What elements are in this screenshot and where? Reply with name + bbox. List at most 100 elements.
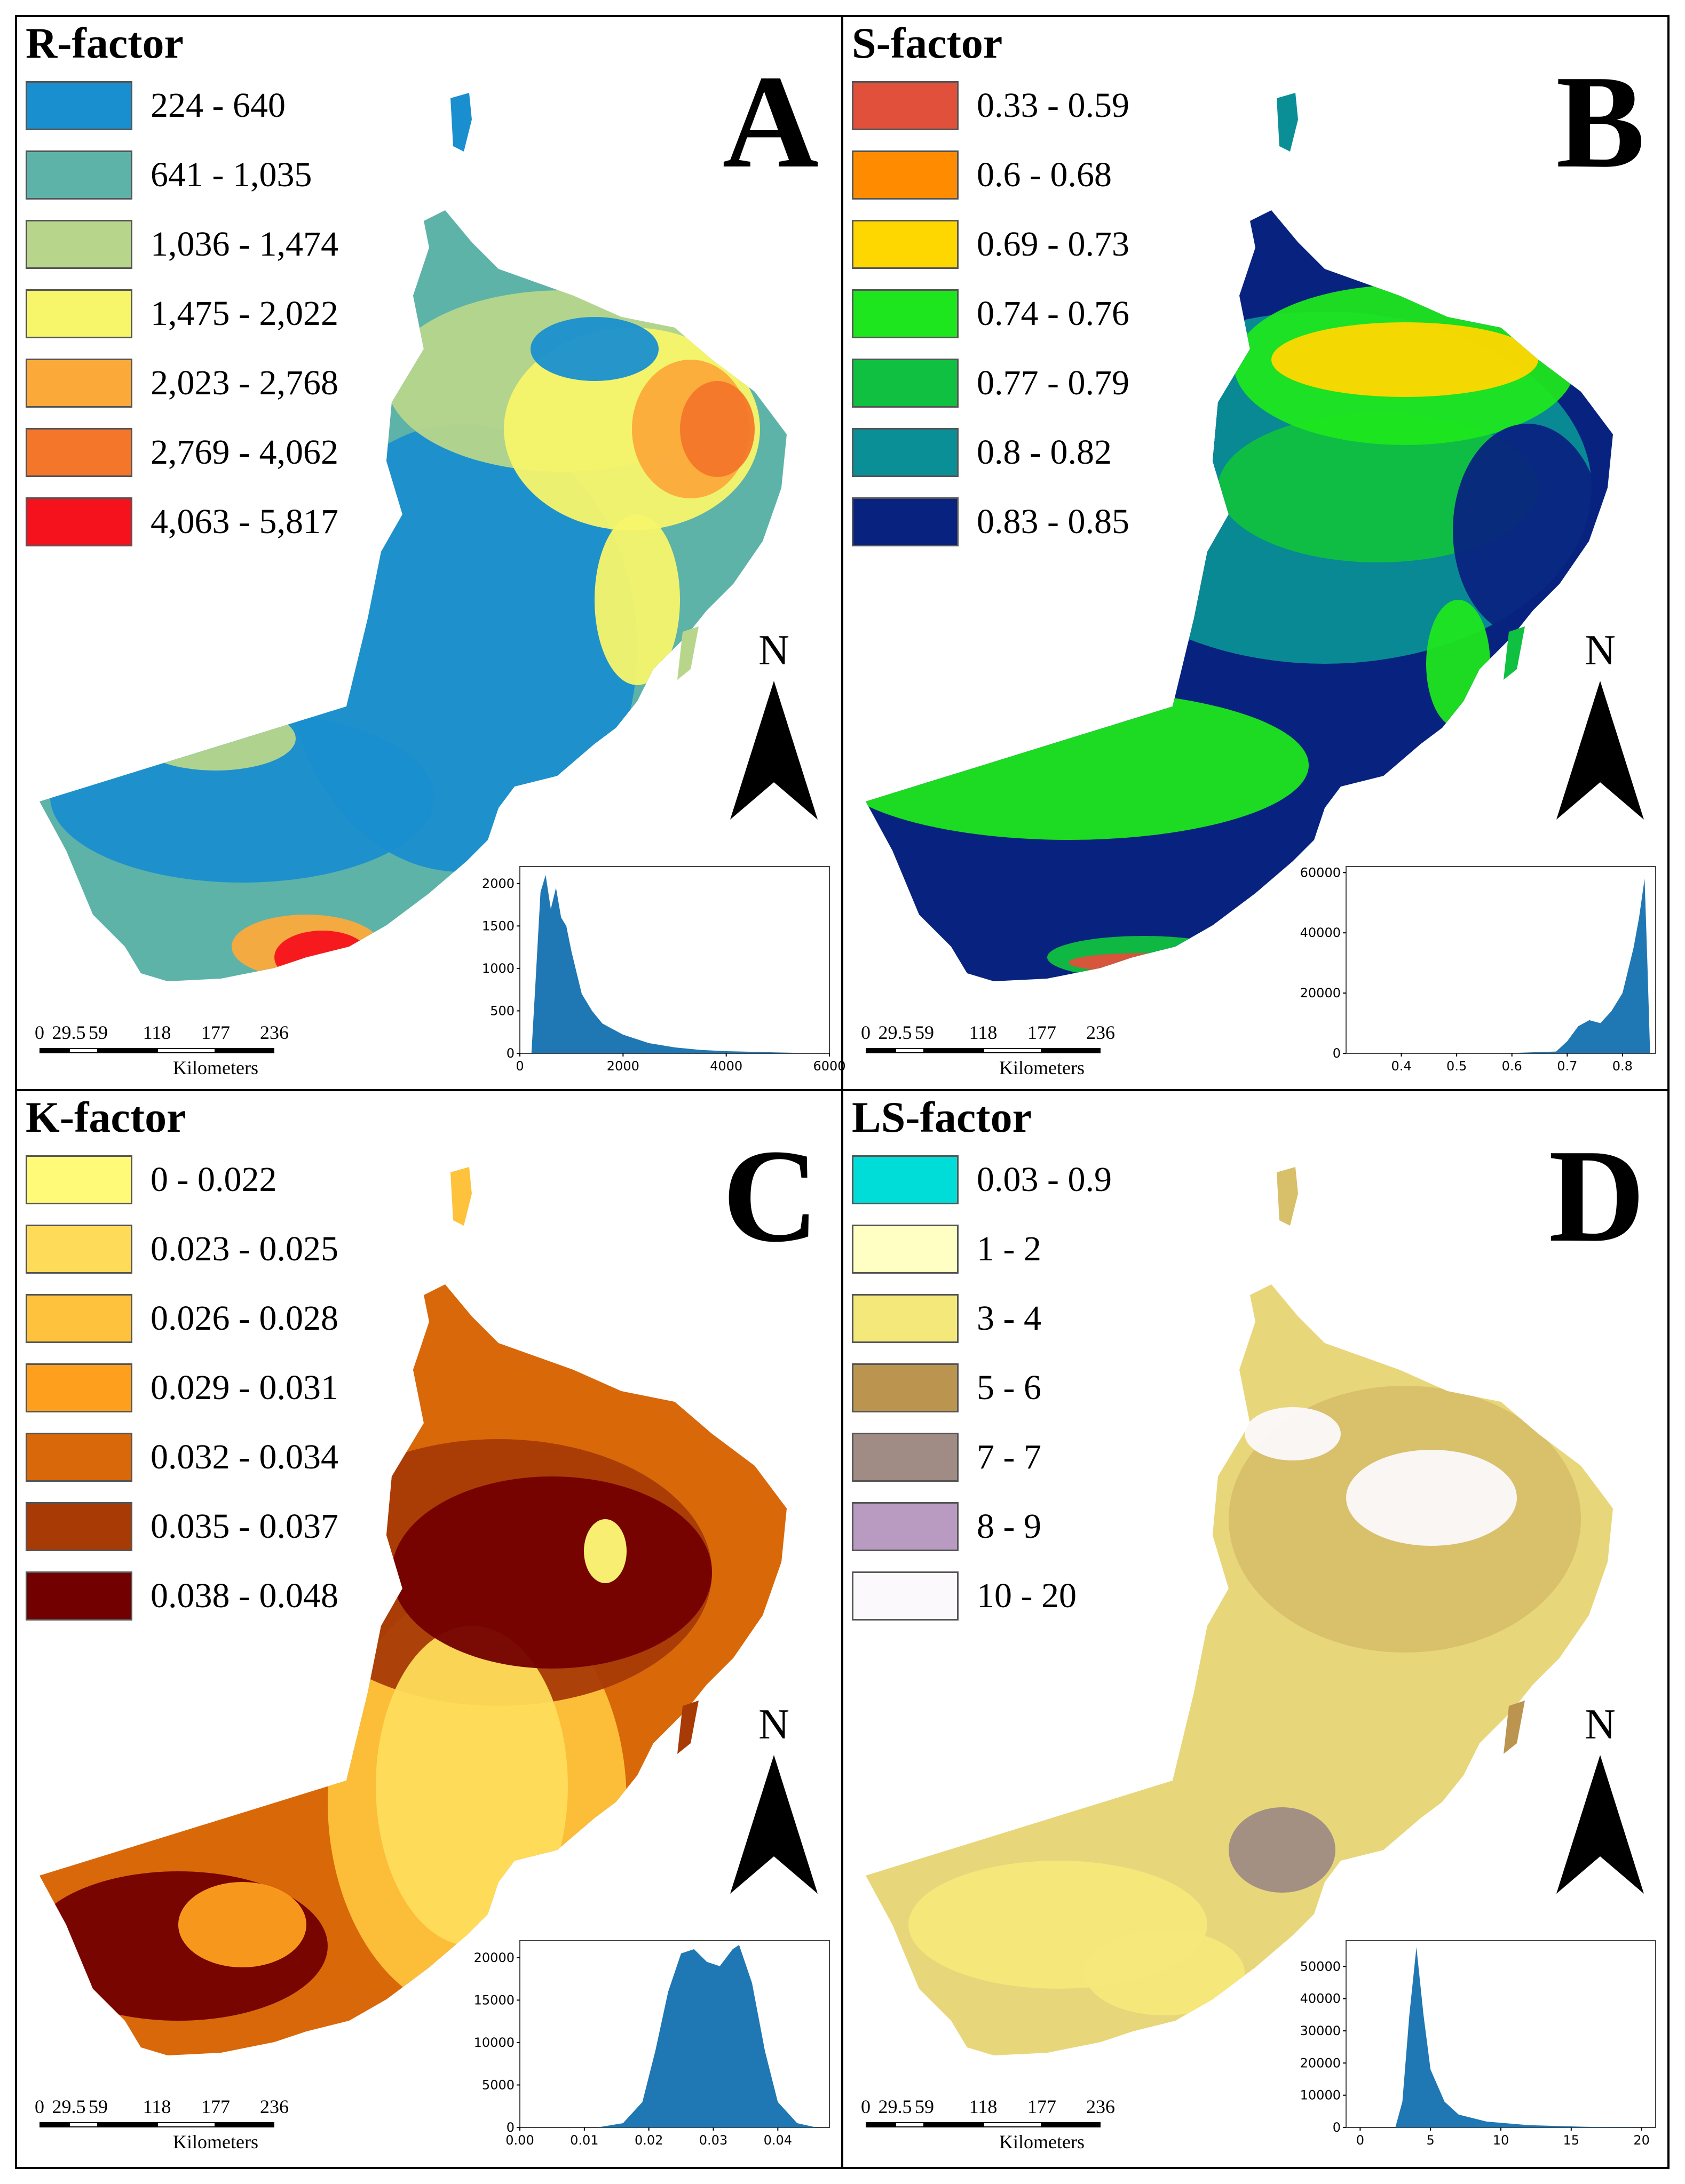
- legend-label: 0.74 - 0.76: [977, 294, 1129, 333]
- legend-swatch: [852, 428, 959, 477]
- north-arrow: N: [721, 1701, 827, 1925]
- legend-swatch: [852, 220, 959, 269]
- legend-swatch: [852, 1502, 959, 1551]
- scale-segment: [98, 2122, 157, 2127]
- north-label: N: [758, 627, 789, 674]
- scale-segment: [1042, 1048, 1101, 1053]
- map-zone-6: [1197, 2005, 1303, 2037]
- panel-title: S-factor: [852, 19, 1003, 67]
- x-tick-label: 0.7: [1557, 1059, 1577, 1074]
- x-tick-label: 0: [1356, 2133, 1364, 2148]
- legend-swatch: [852, 1571, 959, 1621]
- horizontal-divider: [15, 1089, 1670, 1091]
- map-zone-11: [531, 317, 659, 381]
- map-zone-8: [1069, 953, 1218, 972]
- histogram-inset: 0.4 0.5 0.6 0.7 0.8 0 20000 40000 60000: [1298, 861, 1666, 1075]
- y-tick-label: 60000: [1300, 865, 1341, 880]
- legend-swatch: [26, 1433, 132, 1482]
- panel-title: K-factor: [26, 1093, 186, 1141]
- scale-segment: [924, 2122, 983, 2127]
- panel-letter: A: [722, 48, 819, 196]
- legend-label: 0.83 - 0.85: [977, 502, 1129, 541]
- legend-label: 5 - 6: [977, 1368, 1041, 1407]
- y-tick-label: 20000: [474, 1950, 515, 1965]
- musandam-exclave: [450, 93, 472, 152]
- north-arrow-icon: [1556, 1755, 1644, 1894]
- x-tick-label: 2000: [607, 1059, 639, 1074]
- legend-label: 1,036 - 1,474: [151, 225, 338, 264]
- legend-swatch: [26, 497, 132, 546]
- legend-label: 2,769 - 4,062: [151, 433, 338, 472]
- north-label: N: [758, 1701, 789, 1748]
- legend-label: 224 - 640: [151, 86, 286, 125]
- map-zone-7: [1047, 936, 1239, 979]
- legend-label: 0.33 - 0.59: [977, 86, 1129, 125]
- legend-label: 0.77 - 0.79: [977, 363, 1129, 402]
- scale-segment: [895, 2122, 924, 2127]
- map-zone-9: [274, 931, 370, 981]
- y-tick-label: 500: [490, 1003, 515, 1018]
- y-tick-label: 0: [507, 2120, 515, 2135]
- x-tick-label: 0.02: [635, 2133, 663, 2148]
- legend-swatch: [852, 289, 959, 338]
- panel-r-factor: R-factor A 224 - 640 641 - 1,035 1,036 - 1,4…: [18, 18, 846, 1083]
- legend-label: 0.03 - 0.9: [977, 1160, 1112, 1199]
- legend-label: 1 - 2: [977, 1229, 1041, 1268]
- map-zone-9: [1426, 600, 1490, 728]
- scale-segment: [216, 2122, 274, 2127]
- map-zone-4: [1271, 322, 1538, 397]
- map-zone-7: [1085, 1930, 1245, 2015]
- legend-swatch: [26, 220, 132, 269]
- scale-unit: Kilometers: [999, 2131, 1085, 2153]
- legend-label: 0.032 - 0.034: [151, 1438, 338, 1476]
- scale-tick-label: 59: [915, 2096, 934, 2117]
- scale-tick-label: 177: [1027, 1022, 1056, 1043]
- panel-letter: C: [722, 1122, 819, 1270]
- y-tick-label: 5000: [482, 2077, 515, 2092]
- scale-tick-label: 29.5: [52, 2096, 86, 2117]
- legend-label: 0.026 - 0.028: [151, 1299, 338, 1338]
- map-zone-4: [392, 1476, 712, 1669]
- scale-tick-label: 29.5: [878, 2096, 912, 2117]
- legend-label: 0.69 - 0.73: [977, 225, 1129, 264]
- scale-tick-label: 29.5: [52, 1022, 86, 1043]
- histogram-area: [1395, 1947, 1642, 2127]
- legend-swatch: [26, 1363, 132, 1412]
- legend-swatch: [852, 1363, 959, 1412]
- scale-tick-label: 0: [861, 2096, 871, 2117]
- scale-segment: [157, 2122, 216, 2127]
- x-tick-label: 0.5: [1446, 1059, 1467, 1074]
- scale-tick-label: 59: [89, 1022, 108, 1043]
- scale-unit: Kilometers: [999, 1057, 1085, 1078]
- legend-swatch: [852, 1294, 959, 1343]
- scale-tick-label: 59: [915, 1022, 934, 1043]
- x-tick-label: 0.04: [764, 2133, 792, 2148]
- x-tick-label: 0.4: [1391, 1059, 1411, 1074]
- panel-title: R-factor: [26, 19, 184, 67]
- y-tick-label: 2000: [482, 876, 515, 891]
- legend-label: 8 - 9: [977, 1507, 1041, 1546]
- scale-unit: Kilometers: [173, 1057, 258, 1078]
- y-tick-label: 15000: [474, 1992, 515, 2007]
- legend-swatch: [852, 359, 959, 408]
- histogram-inset: 0.00 0.01 0.02 0.03 0.04 0 5000 10000 15000 20000: [472, 1935, 840, 2149]
- x-tick-label: 0.01: [570, 2133, 598, 2148]
- legend-swatch: [26, 1225, 132, 1274]
- north-label: N: [1585, 627, 1616, 674]
- scale-tick-label: 29.5: [878, 1022, 912, 1043]
- scale-tick-label: 236: [260, 2096, 289, 2117]
- histogram-area: [1363, 878, 1650, 1053]
- y-tick-label: 20000: [1300, 2055, 1341, 2070]
- histogram-area: [531, 875, 820, 1053]
- y-tick-label: 1500: [482, 918, 515, 933]
- map-zone-7: [584, 1519, 627, 1583]
- x-tick-label: 0.6: [1502, 1059, 1522, 1074]
- masirah-island: [1504, 626, 1525, 680]
- map-canvas: [39, 93, 787, 981]
- scale-segment: [39, 1048, 69, 1053]
- legend-label: 10 - 20: [977, 1576, 1077, 1615]
- legend-label: 0.6 - 0.68: [977, 155, 1112, 194]
- north-arrow-icon: [730, 681, 818, 820]
- legend-label: 4,063 - 5,817: [151, 502, 338, 541]
- north-arrow-icon: [730, 1755, 818, 1894]
